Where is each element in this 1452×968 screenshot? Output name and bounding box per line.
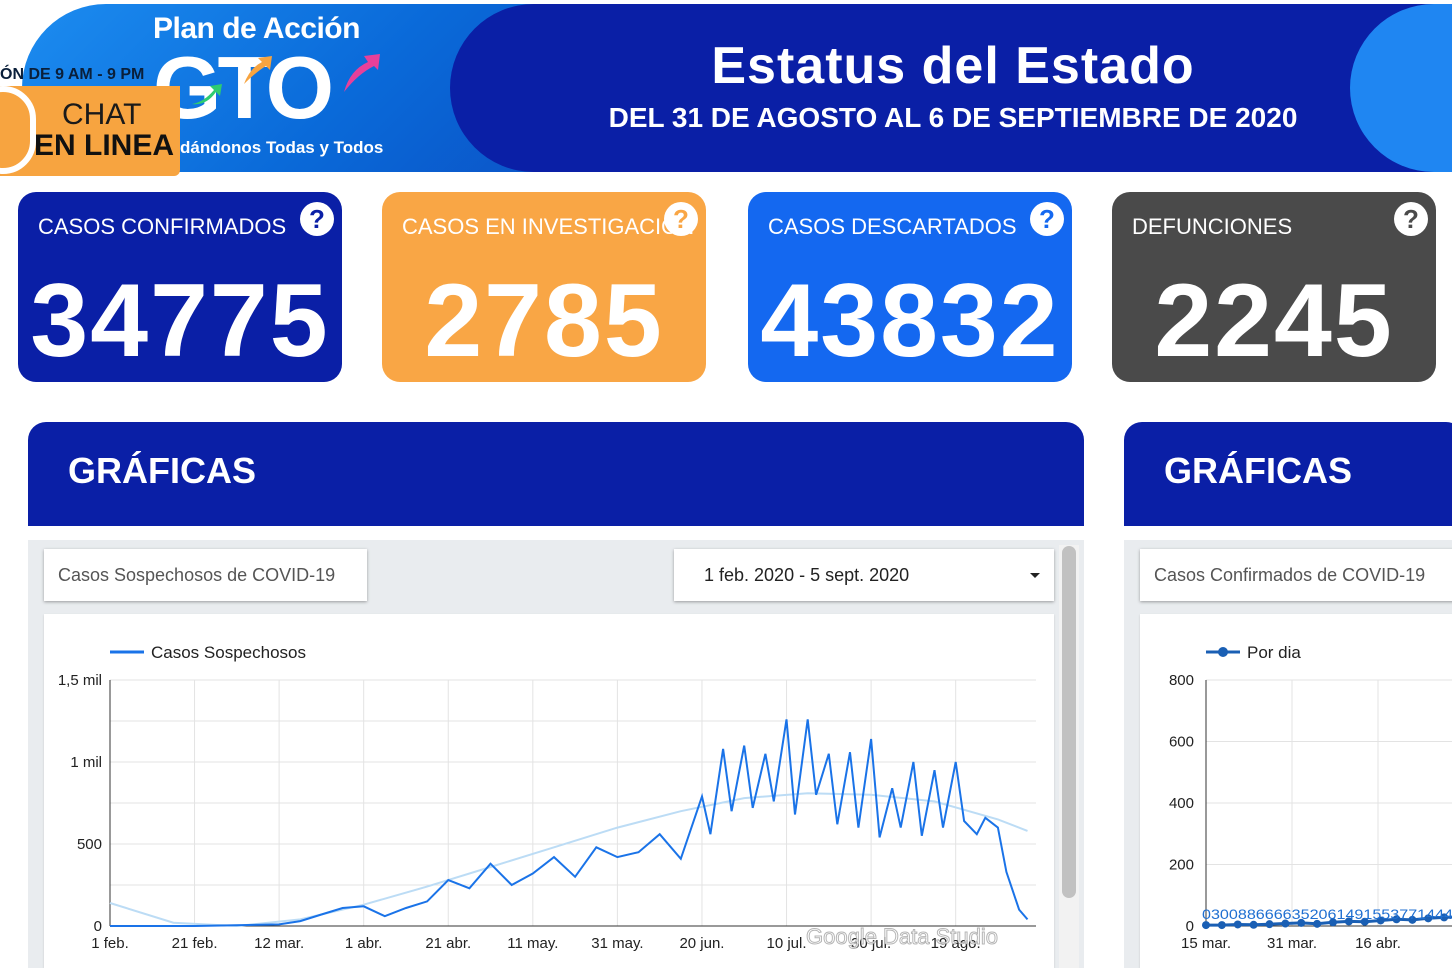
x-tick-label: 31 mar. (1267, 935, 1317, 952)
data-point (1360, 917, 1369, 926)
x-tick-label: 19 ago. (931, 935, 981, 952)
x-tick-label: 1 feb. (91, 935, 129, 952)
x-tick-label: 30 jul. (851, 935, 891, 952)
y-tick-label: 1 mil (70, 754, 102, 771)
data-point (1313, 919, 1322, 928)
legend-label: Por dia (1247, 643, 1301, 662)
banner-status-area (450, 4, 1452, 172)
plan-title: Plan de Acción (153, 12, 360, 45)
y-tick-label: 0 (1186, 918, 1194, 935)
chat-hours: ÓN DE 9 AM - 9 PM (0, 66, 145, 83)
panel-scrollbar-thumb[interactable] (1062, 546, 1076, 898)
chart-title-chip: Casos Confirmados de COVID-19 (1140, 549, 1452, 601)
x-tick-label: 21 feb. (172, 935, 218, 952)
chart-card-sospechosos: 0 500 1 mil 1,5 mil 1 feb. 21 feb. 12 mar. 1 ab… (44, 614, 1054, 968)
chart-panel-confirmados: Casos Confirmados de COVID-19 0 200 400 600… (1124, 540, 1452, 968)
data-point (1329, 918, 1337, 927)
gto-logo: GTO (153, 38, 334, 137)
x-tick-label: 10 jul. (767, 935, 807, 952)
y-tick-label: 500 (77, 836, 102, 853)
legend-label: Casos Sospechosos (151, 643, 306, 662)
series-line-casos-sospechosos (110, 719, 1029, 927)
x-tick-label: 12 mar. (254, 935, 304, 952)
header-banner: Plan de Acción GTO dándonos Todas y Todo… (0, 0, 1452, 178)
question-icon[interactable]: ? (1030, 202, 1064, 236)
x-tick-label: 20 jun. (679, 935, 724, 952)
date-range-selector[interactable]: 1 feb. 2020 - 5 sept. 2020 (674, 549, 1054, 601)
section-title: GRÁFICAS (1164, 450, 1352, 491)
dropdown-caret-icon (1030, 573, 1040, 578)
date-range-value: 1 feb. 2020 - 5 sept. 2020 (704, 565, 910, 585)
green-arrow-icon (192, 84, 222, 105)
status-date-range: DEL 31 DE AGOSTO AL 6 DE SEPTIEMBRE DE 2… (608, 102, 1298, 133)
y-tick-label: 1,5 mil (58, 672, 102, 689)
data-point (1233, 920, 1242, 929)
data-point (1440, 913, 1449, 922)
card-value: 43832 (760, 263, 1060, 379)
card-value: 2785 (424, 263, 664, 379)
card-defunciones: DEFUNCIONES ? 2245 (1112, 192, 1436, 382)
section-header-graficas-right: GRÁFICAS (1124, 422, 1452, 526)
x-tick-label: 1 abr. (345, 935, 383, 952)
watermark-text: Google Data Studio (806, 924, 998, 949)
data-point (1202, 921, 1210, 930)
card-casos-investigacion: CASOS EN INVESTIGACIÓN ? 2785 (382, 192, 706, 382)
chat-label-line1: CHAT (62, 98, 142, 131)
data-point (1249, 920, 1258, 929)
pink-arrow-icon (344, 54, 380, 92)
legend-marker (1218, 647, 1228, 657)
x-tick-label: 15 mar. (1181, 935, 1231, 952)
chart-panel-sospechosos: Casos Sospechosos de COVID-19 1 feb. 202… (28, 540, 1084, 968)
question-icon[interactable]: ? (1394, 202, 1428, 236)
y-tick-label: 600 (1169, 734, 1194, 751)
data-point (1424, 914, 1433, 923)
trend-line (109, 792, 1028, 928)
x-tick-label: 11 may. (507, 935, 558, 952)
data-point (1344, 917, 1353, 926)
data-point (1265, 920, 1274, 929)
question-icon[interactable]: ? (300, 202, 334, 236)
card-label: CASOS CONFIRMADOS (38, 214, 287, 239)
x-tick-label: 21 abr. (425, 935, 471, 952)
card-label: CASOS EN INVESTIGACIÓN (402, 214, 695, 239)
data-point (1392, 915, 1401, 924)
x-tick-label: 16 abr. (1355, 935, 1401, 952)
x-tick-label: 31 may. (591, 935, 643, 952)
card-value: 34775 (30, 263, 330, 379)
line-chart-sospechosos: 0 500 1 mil 1,5 mil 1 feb. 21 feb. 12 mar. 1 ab… (58, 643, 1036, 952)
data-point-labels: 03008866663520614915537714448 (1202, 906, 1452, 922)
data-point (1376, 916, 1385, 925)
data-point (1217, 921, 1226, 930)
y-tick-label: 200 (1169, 857, 1194, 874)
card-label: CASOS DESCARTADOS (768, 214, 1017, 239)
card-casos-confirmados: CASOS CONFIRMADOS ? 34775 (18, 192, 342, 382)
question-icon[interactable]: ? (664, 202, 698, 236)
status-title: Estatus del Estado (711, 37, 1195, 95)
card-casos-descartados: CASOS DESCARTADOS ? 43832 (748, 192, 1072, 382)
chart-title-chip: Casos Sospechosos de COVID-19 (44, 549, 367, 601)
data-point (1297, 918, 1306, 927)
y-tick-label: 0 (94, 918, 102, 935)
section-title: GRÁFICAS (68, 450, 256, 491)
y-tick-label: 400 (1169, 795, 1194, 812)
orange-arrow-icon (244, 56, 272, 84)
chat-label-line2: EN LINEA (34, 129, 175, 162)
y-tick-label: 800 (1169, 672, 1194, 689)
data-point (1408, 915, 1417, 924)
card-label: DEFUNCIONES (1132, 214, 1293, 239)
data-point (1281, 919, 1290, 928)
card-value: 2245 (1154, 263, 1394, 379)
tagline: dándonos Todas y Todos (180, 138, 384, 157)
section-header-graficas: GRÁFICAS (28, 422, 1084, 526)
